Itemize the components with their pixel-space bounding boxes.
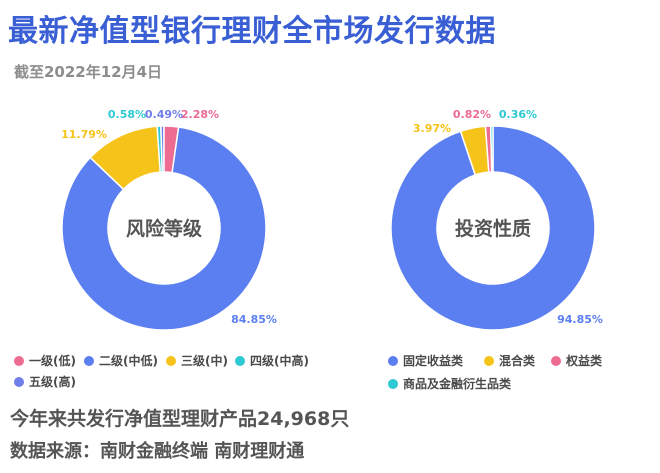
donut-slice [390,125,596,331]
legend-dot [235,355,245,366]
legend-dot [551,355,561,366]
legend-dot [388,378,398,389]
legend-item-level1: 一级(低) [14,352,76,369]
legend-risk-level: 一级(低) 二级(中低) 三级(中) 四级(中高) 五级(高) [14,352,334,392]
slice-value-label: 0.82% [453,108,491,121]
legend-item-level4: 四级(中高) [235,352,309,369]
legend-item-fixed-income: 固定收益类 [388,352,463,369]
legend-dot [14,355,24,366]
legend-label: 权益类 [566,354,603,368]
legend-item-level3: 三级(中) [166,352,228,369]
donut-investment-type: 投资性质 94.85% 3.97%0.82% 0.36% [390,108,603,331]
legend-dot [388,355,398,366]
data-source: 数据来源：南财金融终端 南财理财通 [10,441,305,462]
donut-risk-level: 风险等级 2.28% 84.85% 11.79%0.58%0.49% [61,108,277,331]
legend-label: 三级(中) [181,354,228,368]
donut-slice [489,125,494,173]
slice-value-label: 94.85% [557,313,603,326]
slice-value-label: 2.28% [181,108,219,121]
donut-charts: 风险等级 2.28% 84.85% 11.79%0.58%0.49% 投资性质 94.8… [61,108,603,331]
page-title: 最新净值型银行理财全市场发行数据 [8,14,496,49]
legend-label: 一级(低) [29,354,76,368]
donut-center-label: 投资性质 [455,217,531,240]
donut-center-label: 风险等级 [126,217,202,240]
legend-label: 商品及金融衍生品类 [403,377,512,391]
donut-slice [163,125,180,174]
legend-item-level2: 二级(中低) [84,352,158,369]
legend-label: 四级(中高) [250,354,309,368]
legend-dot [166,355,176,366]
legend-dot [14,376,24,387]
issuance-note: 今年来共发行净值型理财产品24,968只 [10,408,350,430]
legend-item-mixed: 混合类 [484,352,535,369]
donut-slice [61,126,267,331]
legend-label: 混合类 [499,354,536,368]
date-subtitle: 截至2022年12月4日 [14,63,163,81]
slice-value-label: 0.58% [108,108,146,121]
legend-dot [84,355,94,366]
legend-item-commodity: 商品及金融衍生品类 [388,375,511,392]
legend-investment-type: 固定收益类 混合类 权益类 商品及金融衍生品类 [388,352,658,392]
legend-item-equity: 权益类 [551,352,602,369]
slice-value-label: 0.49% [145,108,183,121]
legend-label: 五级(高) [29,375,76,389]
slice-value-label: 0.36% [499,108,537,121]
slice-value-label: 84.85% [231,313,277,326]
slice-value-label: 11.79% [61,128,107,141]
slice-value-label: 3.97% [413,122,451,135]
legend-item-level5: 五级(高) [14,373,76,390]
legend-label: 固定收益类 [403,354,464,368]
legend-dot [484,355,494,366]
legend-label: 二级(中低) [99,354,158,368]
